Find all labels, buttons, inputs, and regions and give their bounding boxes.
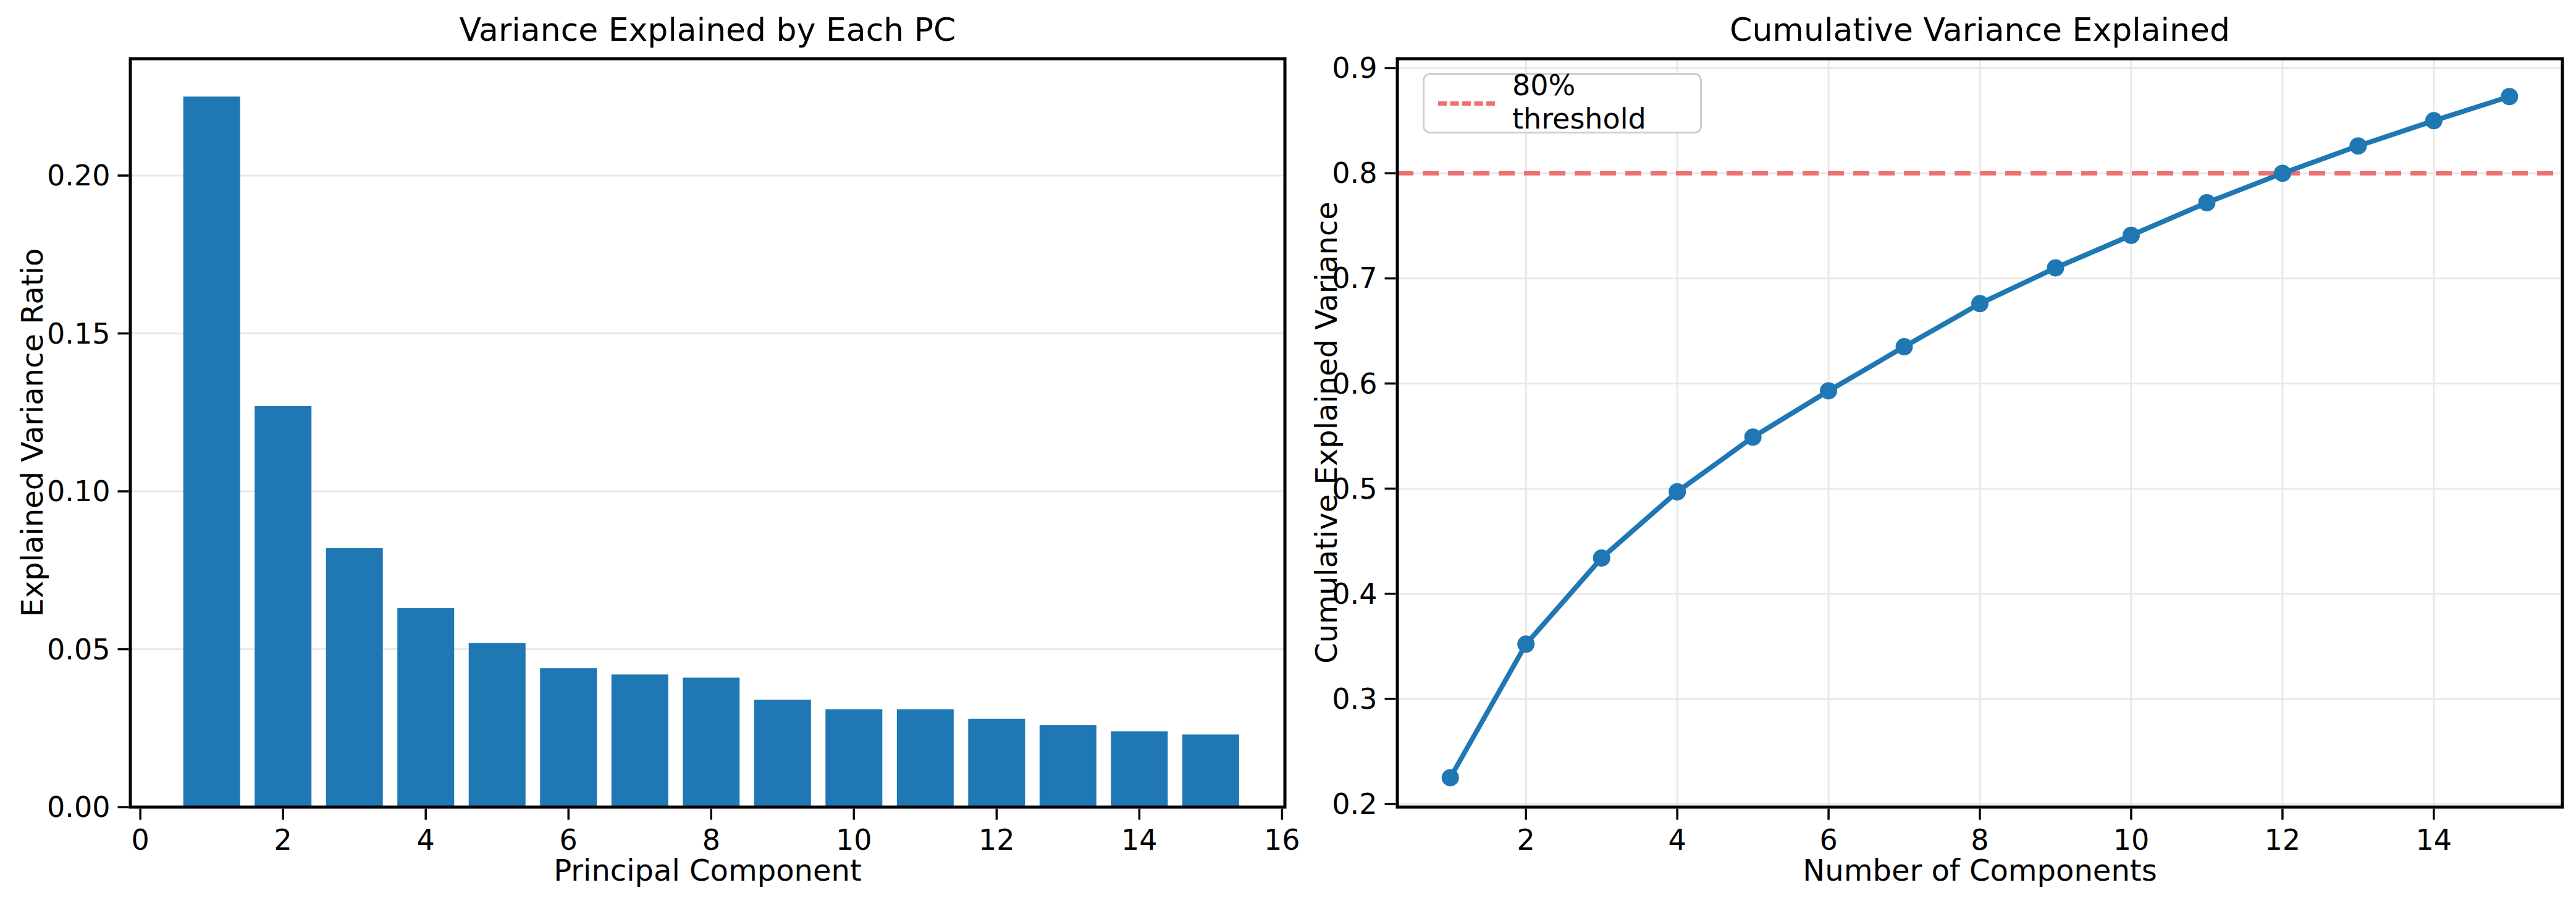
- marker-point-3: [1593, 549, 1610, 567]
- bar-pc-14: [1111, 731, 1168, 807]
- bars: [183, 96, 1239, 807]
- x-tick-label: 2: [1517, 823, 1535, 857]
- x-tick-label: 8: [1971, 823, 1989, 857]
- marker-point-6: [1820, 382, 1837, 399]
- bar-pc-3: [326, 548, 383, 807]
- bar-pc-9: [754, 700, 811, 807]
- y-tick-label: 0.05: [47, 633, 110, 666]
- marker-point-5: [1745, 428, 1762, 446]
- bar-pc-8: [683, 678, 739, 807]
- y-tick-label: 0.10: [47, 475, 110, 508]
- bar-pc-2: [255, 406, 311, 807]
- bar-pc-13: [1040, 725, 1096, 807]
- bar-pc-5: [469, 643, 526, 807]
- x-tick-label: 10: [836, 823, 872, 857]
- x-tick-label: 14: [2416, 823, 2452, 857]
- marker-point-1: [1442, 769, 1459, 786]
- left-chart: 0 2 4 6 8 10 12 14 16 0.00 0.05 0.10 0.15 0.20: [47, 59, 1300, 857]
- x-tick-label: 6: [560, 823, 578, 857]
- y-tick-label: 0.2: [1332, 787, 1377, 821]
- bar-pc-15: [1182, 734, 1239, 807]
- bar-pc-12: [968, 719, 1025, 807]
- right-chart-title: Cumulative Variance Explained: [1397, 10, 2562, 50]
- marker-point-2: [1517, 635, 1534, 653]
- chart-canvas: 0 2 4 6 8 10 12 14 16 0.00 0.05 0.10 0.15 0.20 2 4 6 8 10 1…: [0, 0, 2576, 906]
- left-chart-title: Variance Explained by Each PC: [130, 10, 1285, 50]
- marker-point-15: [2501, 88, 2518, 105]
- marker-point-11: [2198, 194, 2215, 211]
- y-tick-label: 0.9: [1332, 51, 1377, 85]
- y-tick-label: 0.3: [1332, 682, 1377, 716]
- x-tick-label: 12: [979, 823, 1015, 857]
- marker-point-10: [2123, 227, 2140, 244]
- x-tick-label: 6: [1819, 823, 1837, 857]
- x-tick-label: 14: [1121, 823, 1158, 857]
- marker-point-12: [2274, 164, 2291, 182]
- marker-point-13: [2349, 137, 2367, 155]
- bar-pc-1: [183, 96, 240, 807]
- x-tick-label: 4: [1668, 823, 1686, 857]
- legend-label: 80% threshold: [1512, 69, 1700, 135]
- marker-point-7: [1896, 338, 1913, 355]
- x-tick-label: 2: [274, 823, 292, 857]
- tick-marks: [1385, 68, 2434, 819]
- y-tick-label: 0.00: [47, 790, 110, 824]
- marker-point-9: [2047, 259, 2064, 276]
- y-tick-label: 0.8: [1332, 156, 1377, 190]
- x-tick-label: 4: [417, 823, 435, 857]
- pca-variance-figure: 0 2 4 6 8 10 12 14 16 0.00 0.05 0.10 0.15 0.20 2 4 6 8 10 1…: [0, 0, 2576, 906]
- bar-pc-4: [397, 608, 454, 807]
- y-tick-label: 0.20: [47, 159, 110, 192]
- bar-pc-7: [612, 674, 668, 807]
- right-chart: 24681012140.20.30.40.50.60.70.80.9: [1332, 51, 2562, 856]
- x-tick-label: 16: [1264, 823, 1300, 857]
- x-tick-label: 8: [702, 823, 720, 857]
- x-tick-label: 10: [2113, 823, 2150, 857]
- bar-pc-10: [825, 709, 882, 807]
- marker-point-14: [2425, 112, 2443, 129]
- legend: 80% threshold: [1423, 73, 1702, 133]
- marker-point-4: [1669, 483, 1686, 501]
- y-tick-label: 0.15: [47, 317, 110, 350]
- left-x-axis-label: Principal Component: [130, 854, 1285, 887]
- marker-point-8: [1971, 295, 1989, 312]
- threshold-dashed-line-icon: [1438, 101, 1495, 106]
- bar-pc-6: [540, 668, 597, 807]
- x-tick-label: 0: [132, 823, 149, 857]
- right-x-axis-label: Number of Components: [1397, 854, 2562, 887]
- x-tick-label: 12: [2265, 823, 2301, 857]
- bar-pc-11: [897, 709, 954, 807]
- gridlines: [1397, 59, 2562, 807]
